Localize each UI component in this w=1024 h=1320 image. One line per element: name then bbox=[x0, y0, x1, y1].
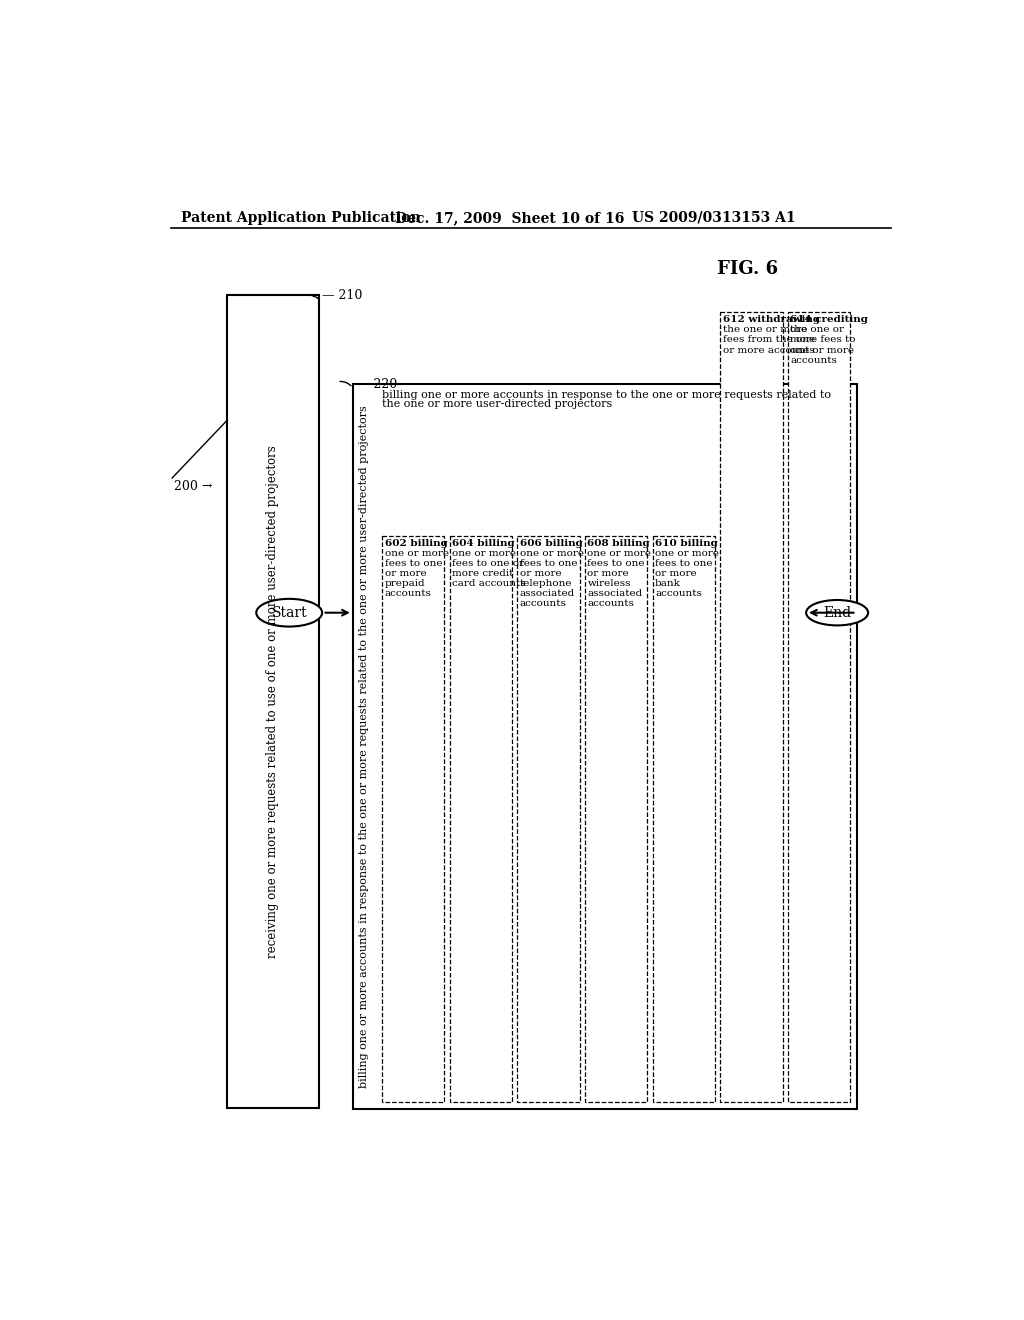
Text: or more: or more bbox=[655, 569, 696, 578]
Text: 606 billing: 606 billing bbox=[520, 539, 583, 548]
Text: bank: bank bbox=[655, 578, 681, 587]
Text: 614 crediting: 614 crediting bbox=[791, 315, 868, 325]
Text: prepaid: prepaid bbox=[385, 578, 425, 587]
Text: — 210: — 210 bbox=[322, 289, 362, 302]
Text: associated: associated bbox=[520, 589, 575, 598]
Text: Dec. 17, 2009  Sheet 10 of 16: Dec. 17, 2009 Sheet 10 of 16 bbox=[395, 211, 625, 224]
Text: Patent Application Publication: Patent Application Publication bbox=[180, 211, 420, 224]
FancyBboxPatch shape bbox=[227, 296, 318, 1107]
Text: or more: or more bbox=[520, 569, 561, 578]
Text: one or more: one or more bbox=[655, 549, 719, 558]
Text: wireless: wireless bbox=[588, 578, 631, 587]
Text: fees to one or: fees to one or bbox=[453, 558, 524, 568]
Text: billing one or more accounts in response to the one or more requests related to : billing one or more accounts in response… bbox=[359, 405, 370, 1088]
Text: US 2009/0313153 A1: US 2009/0313153 A1 bbox=[632, 211, 796, 224]
Text: fees to one: fees to one bbox=[385, 558, 442, 568]
Text: fees to one: fees to one bbox=[655, 558, 713, 568]
Text: more credit: more credit bbox=[453, 569, 514, 578]
Text: card accounts: card accounts bbox=[453, 578, 525, 587]
Text: End: End bbox=[823, 606, 851, 619]
Text: FIG. 6: FIG. 6 bbox=[717, 260, 778, 279]
Text: one or more: one or more bbox=[520, 549, 584, 558]
Text: accounts: accounts bbox=[520, 599, 566, 607]
Text: one or more: one or more bbox=[453, 549, 516, 558]
Text: the one or more: the one or more bbox=[723, 326, 807, 334]
FancyBboxPatch shape bbox=[652, 536, 715, 1102]
FancyBboxPatch shape bbox=[721, 313, 782, 1102]
Text: or more: or more bbox=[588, 569, 629, 578]
FancyBboxPatch shape bbox=[585, 536, 647, 1102]
Text: billing one or more accounts in response to the one or more requests related to: billing one or more accounts in response… bbox=[382, 391, 831, 400]
Text: 604 billing: 604 billing bbox=[453, 539, 515, 548]
Ellipse shape bbox=[806, 601, 868, 626]
Text: accounts: accounts bbox=[791, 355, 838, 364]
Text: one or more: one or more bbox=[588, 549, 651, 558]
Text: one or more: one or more bbox=[385, 549, 449, 558]
Text: the one or more user-directed projectors: the one or more user-directed projectors bbox=[382, 400, 612, 409]
Text: fees to one: fees to one bbox=[520, 558, 578, 568]
Text: one or more: one or more bbox=[791, 346, 854, 355]
Text: 608 billing: 608 billing bbox=[588, 539, 650, 548]
Text: more fees to: more fees to bbox=[791, 335, 856, 345]
Ellipse shape bbox=[256, 599, 323, 627]
Text: — 220: — 220 bbox=[357, 378, 397, 391]
Text: or more: or more bbox=[385, 569, 426, 578]
Text: fees from the one: fees from the one bbox=[723, 335, 815, 345]
Text: 612 withdrawing: 612 withdrawing bbox=[723, 315, 820, 325]
FancyBboxPatch shape bbox=[352, 384, 856, 1109]
Text: associated: associated bbox=[588, 589, 643, 598]
Text: Start: Start bbox=[271, 606, 307, 619]
Text: accounts: accounts bbox=[655, 589, 702, 598]
Text: telephone: telephone bbox=[520, 578, 572, 587]
Text: fees to one: fees to one bbox=[588, 558, 645, 568]
Text: the one or: the one or bbox=[791, 326, 845, 334]
Text: receiving one or more requests related to use of one or more user-directed proje: receiving one or more requests related t… bbox=[266, 445, 280, 958]
FancyBboxPatch shape bbox=[788, 313, 850, 1102]
Text: 602 billing: 602 billing bbox=[385, 539, 447, 548]
FancyBboxPatch shape bbox=[450, 536, 512, 1102]
Text: accounts: accounts bbox=[385, 589, 431, 598]
Text: 610 billing: 610 billing bbox=[655, 539, 718, 548]
FancyBboxPatch shape bbox=[382, 536, 444, 1102]
Text: 200 →: 200 → bbox=[174, 480, 213, 494]
Text: accounts: accounts bbox=[588, 599, 634, 607]
Text: or more accounts: or more accounts bbox=[723, 346, 814, 355]
FancyBboxPatch shape bbox=[517, 536, 580, 1102]
